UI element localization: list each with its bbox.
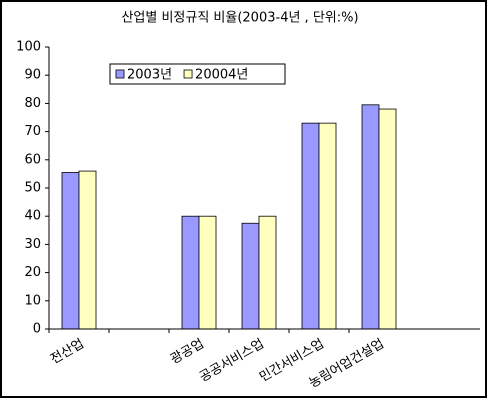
bar (241, 222, 260, 330)
legend-swatch (115, 69, 125, 79)
legend-label: 20004년 (195, 68, 248, 83)
y-tick-label: 80 (24, 96, 41, 111)
y-tick-label: 50 (24, 181, 41, 196)
y-tick-label: 100 (16, 40, 41, 55)
legend-swatch (183, 69, 193, 79)
legend-box (109, 63, 286, 85)
bar (361, 104, 380, 330)
chart-title: 산업별 비정규직 비율(2003-4년 , 단위:%) (121, 11, 358, 26)
y-tick-label: 90 (24, 68, 41, 83)
bar (181, 215, 200, 330)
y-tick-label: 20 (24, 265, 41, 280)
y-tick-label: 60 (24, 152, 41, 167)
bar (61, 172, 80, 330)
y-tick-label: 30 (24, 237, 41, 252)
bar (78, 170, 97, 330)
y-tick-label: 70 (24, 124, 41, 139)
legend-label: 2003년 (127, 68, 172, 83)
bar (258, 215, 277, 330)
y-tick-label: 10 (24, 293, 41, 308)
bar (301, 122, 320, 330)
bar (318, 122, 337, 330)
bar (198, 215, 217, 330)
y-tick-label: 0 (33, 322, 41, 337)
y-tick-label: 40 (24, 209, 41, 224)
bar (378, 108, 397, 330)
